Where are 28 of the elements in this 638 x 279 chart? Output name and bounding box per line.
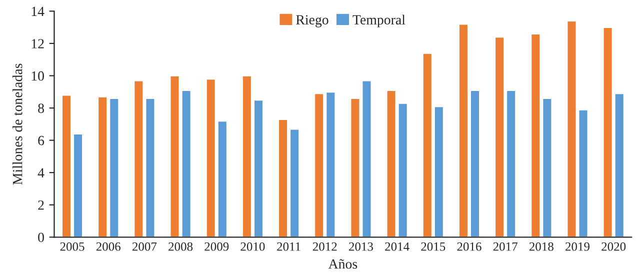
x-tick-label: 2010 [240, 242, 265, 251]
x-tick-label: 2011 [277, 242, 300, 251]
y-tick-label: 12 [32, 39, 44, 48]
y-axis-title: Millones de toneladas [12, 64, 22, 185]
x-tick-label: 2008 [168, 242, 193, 251]
x-tick-label: 2019 [566, 242, 590, 251]
x-tick-label: 2018 [529, 242, 554, 251]
x-tick-label: 2016 [457, 242, 482, 251]
y-tick-label: 6 [38, 136, 44, 146]
x-tick-label: 2020 [602, 242, 626, 251]
y-tick-label: 0 [38, 232, 44, 242]
x-tick-label: 2014 [385, 242, 410, 251]
x-tick-label: 2007 [132, 242, 157, 251]
x-tick-label: 2012 [312, 242, 337, 251]
x-tick-label: 2009 [204, 242, 229, 251]
legend-label: Temporal [352, 14, 406, 28]
x-tick-label: 2005 [60, 242, 84, 251]
legend-label: Riego [296, 15, 328, 28]
x-axis-title: Años [328, 259, 358, 269]
y-tick-label: 10 [32, 71, 44, 81]
x-tick-label: 2006 [96, 242, 120, 251]
y-tick-label: 2 [38, 200, 44, 210]
y-tick-label: 4 [38, 168, 44, 178]
x-tick-label: 2017 [493, 242, 518, 251]
x-tick-label: 2015 [421, 242, 446, 251]
y-tick-label: 14 [32, 6, 44, 16]
x-tick-label: 2013 [349, 242, 373, 251]
y-tick-label: 8 [38, 104, 44, 113]
